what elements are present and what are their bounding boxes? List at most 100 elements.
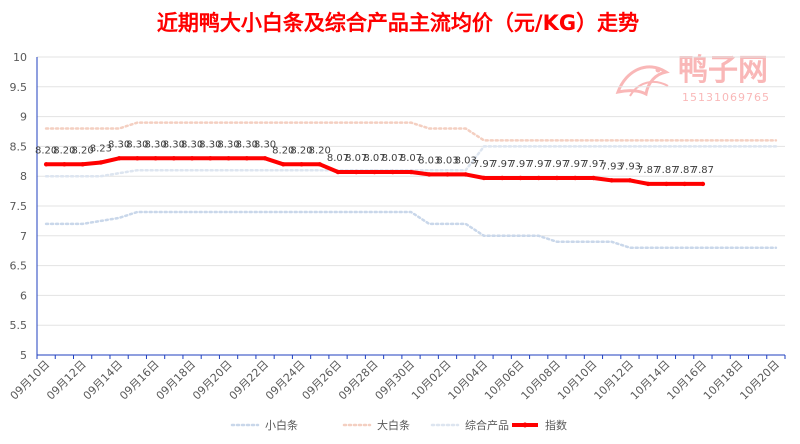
index-point <box>317 162 322 167</box>
index-data-label: 8.07 <box>400 153 422 164</box>
index-point <box>244 156 250 161</box>
index-point <box>135 156 140 161</box>
index-point <box>481 175 487 181</box>
index-data-label: 8.07 <box>327 153 349 164</box>
index-data-label: 8.30 <box>217 139 239 150</box>
legend-marker-index <box>522 422 528 428</box>
index-data-label: 7.93 <box>601 161 623 172</box>
index-point <box>591 175 596 181</box>
index-point <box>62 162 67 167</box>
index-data-label: 8.20 <box>35 145 57 156</box>
index-point <box>43 162 49 167</box>
index-point <box>335 169 341 175</box>
index-data-label: 8.20 <box>272 145 294 156</box>
index-data-label: 8.03 <box>418 155 440 166</box>
index-data-label: 8.20 <box>53 145 75 156</box>
index-point <box>390 169 395 175</box>
y-tick-label: 9.5 <box>10 81 28 94</box>
index-point <box>700 181 706 187</box>
watermark: 鸭子网 15131069765 <box>615 53 770 104</box>
legend-label-big: 大白条 <box>377 418 410 432</box>
data-labels: 8.208.208.208.238.308.308.308.308.308.30… <box>35 139 714 176</box>
index-point <box>189 156 195 161</box>
index-data-label: 7.97 <box>546 159 568 170</box>
watermark-phone: 15131069765 <box>682 91 770 104</box>
y-tick-label: 5.5 <box>10 319 28 332</box>
y-tick-label: 9 <box>20 111 27 124</box>
index-point <box>518 175 523 181</box>
index-point <box>445 172 450 177</box>
index-point <box>299 162 304 167</box>
index-point <box>80 162 85 167</box>
y-tick-label: 6 <box>20 289 27 302</box>
series-line-big <box>44 121 778 142</box>
y-tick-label: 7 <box>20 230 27 243</box>
index-point <box>408 169 414 175</box>
y-tick-label: 8.5 <box>10 140 28 153</box>
index-point <box>554 175 560 181</box>
index-point <box>226 156 231 161</box>
index-data-label: 7.87 <box>692 165 714 176</box>
index-point <box>372 169 377 175</box>
chart-title: 近期鸭大小白条及综合产品主流均价（元/KG）走势 <box>157 11 639 35</box>
index-data-label: 8.30 <box>163 139 185 150</box>
gridlines <box>36 56 785 356</box>
index-point <box>153 156 158 161</box>
index-point <box>682 181 687 187</box>
index-point <box>208 156 213 161</box>
y-tick-label: 5 <box>20 349 27 362</box>
index-point <box>262 156 268 161</box>
index-point <box>281 162 286 167</box>
index-data-label: 8.07 <box>382 153 404 164</box>
index-point <box>116 156 122 161</box>
index-data-label: 8.03 <box>455 155 477 166</box>
index-data-label: 8.07 <box>345 153 367 164</box>
index-data-label: 8.30 <box>254 139 276 150</box>
index-point <box>572 175 578 181</box>
index-data-label: 7.97 <box>509 159 531 170</box>
duck-logo-icon <box>615 65 670 97</box>
index-data-label: 7.93 <box>619 161 641 172</box>
index-data-label: 8.30 <box>126 139 148 150</box>
legend: 小白条 大白条 综合产品 指数 <box>230 418 567 432</box>
series-line-small <box>44 210 778 249</box>
y-axis: 5 5.5 6 6.5 7 7.5 8 8.5 9 9.5 10 <box>10 51 28 362</box>
index-point <box>609 178 614 183</box>
x-tick-label: 10月20日 <box>737 358 782 403</box>
index-data-label: 8.07 <box>363 153 385 164</box>
index-data-label: 7.97 <box>564 159 586 170</box>
x-axis: 09月10日09月12日09月14日09月16日09月18日09月20日09月2… <box>8 355 786 403</box>
index-point <box>645 181 651 187</box>
index-point <box>627 178 633 183</box>
y-tick-label: 10 <box>13 51 27 64</box>
index-data-label: 7.87 <box>655 165 677 176</box>
index-point <box>354 169 359 175</box>
watermark-brand: 鸭子网 <box>678 53 768 88</box>
index-point <box>171 156 177 161</box>
index-point <box>500 175 505 181</box>
index-data-label: 8.20 <box>71 145 93 156</box>
index-data-label: 8.30 <box>144 139 166 150</box>
index-data-label: 7.97 <box>582 159 604 170</box>
legend-label-small: 小白条 <box>265 418 298 432</box>
y-tick-label: 6.5 <box>10 260 28 273</box>
legend-label-combined: 综合产品 <box>465 418 509 432</box>
index-data-label: 7.97 <box>528 159 550 170</box>
index-data-label: 7.97 <box>491 159 513 170</box>
index-point <box>664 181 669 187</box>
y-tick-label: 8 <box>20 170 27 183</box>
index-data-label: 8.20 <box>309 145 331 156</box>
index-data-label: 8.03 <box>436 155 458 166</box>
index-point <box>98 160 104 165</box>
index-data-label: 8.30 <box>181 139 203 150</box>
index-point <box>427 172 432 177</box>
index-data-label: 7.97 <box>473 159 495 170</box>
y-tick-label: 7.5 <box>10 200 28 213</box>
index-point <box>463 172 468 177</box>
index-data-label: 7.87 <box>674 165 696 176</box>
series-layer <box>43 121 778 249</box>
index-point <box>536 175 541 181</box>
index-data-label: 8.30 <box>236 139 258 150</box>
legend-label-index: 指数 <box>545 418 567 432</box>
